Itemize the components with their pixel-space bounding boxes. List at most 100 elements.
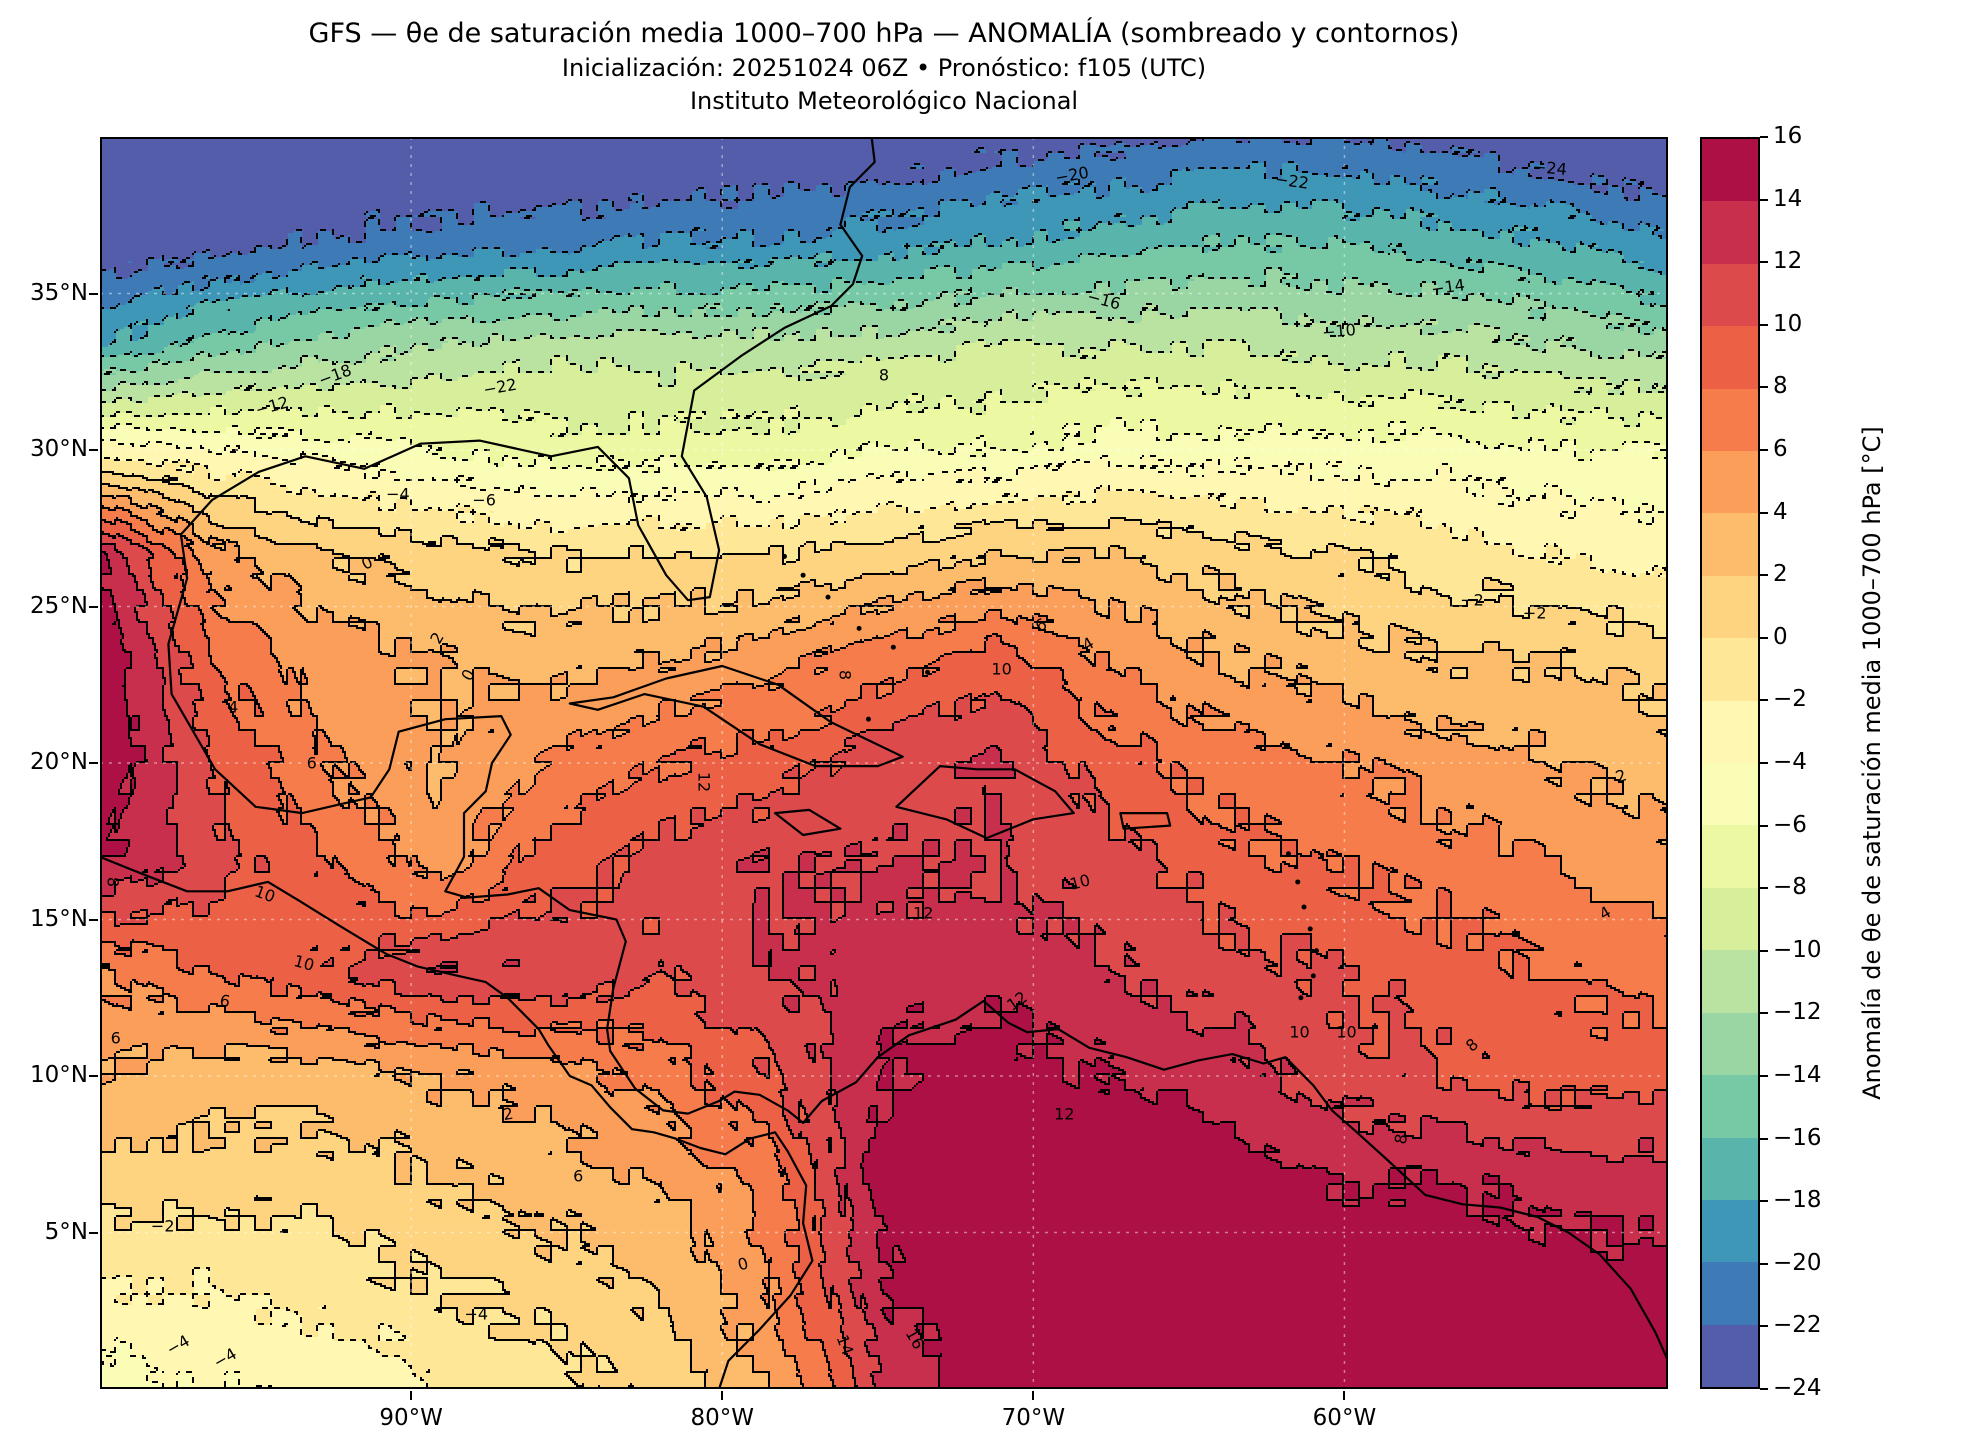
contour-label: −22 [481, 375, 519, 400]
island-dot [856, 625, 862, 631]
axis-tick-mark [1760, 449, 1768, 451]
colorbar-cell [1702, 950, 1758, 1013]
contour-label: 12 [694, 771, 714, 792]
contour-label: 8 [835, 670, 855, 681]
contour-label: 8 [1461, 1034, 1483, 1056]
contour-label: 4 [1596, 902, 1615, 925]
colorbar-cell [1702, 763, 1758, 826]
x-axis-tick-label: 70°W [1001, 1405, 1066, 1431]
island-dot [1285, 851, 1291, 857]
figure-source: Instituto Meteorológico Nacional [689, 87, 1079, 115]
island-dot [865, 716, 871, 722]
axis-tick-mark [1760, 699, 1768, 702]
colorbar-cell [1702, 326, 1758, 389]
contour-label: −14 [1430, 275, 1467, 299]
contour-label: −24 [1532, 157, 1569, 180]
axis-tick-mark [1760, 824, 1768, 827]
x-axis-tick-label: 60°W [1312, 1405, 1377, 1431]
map-overlay-svg [100, 137, 1668, 1389]
colorbar-cell [1702, 201, 1758, 264]
figure-title: GFS — θe de saturación media 1000–700 hP… [308, 18, 1460, 49]
contour-label: 14 [832, 1332, 858, 1358]
axis-tick-mark [1760, 1012, 1768, 1015]
coastline-hispaniola [895, 764, 1075, 840]
colorbar-cell [1702, 451, 1758, 514]
island-dot [1301, 904, 1307, 910]
island-dot [1295, 879, 1301, 885]
colorbar-tick-label: 10 [1773, 310, 1803, 337]
contour-label: 0 [457, 666, 480, 685]
colorbar-tick-label: −2 [1773, 686, 1807, 713]
axis-tick-mark [89, 605, 98, 608]
colorbar-cells [1702, 139, 1758, 1388]
coastline-jamaica [773, 808, 842, 837]
colorbar-cell [1702, 638, 1758, 701]
colorbar-cell [1702, 575, 1758, 639]
contour-label: 6 [218, 990, 233, 1012]
contour-label: −4 [464, 1304, 489, 1324]
island-dot [925, 669, 931, 675]
contour-label: 4 [1078, 633, 1097, 655]
colorbar-cell [1702, 139, 1758, 202]
contour-label: 2 [426, 628, 448, 647]
colorbar-tick-label: −10 [1773, 936, 1822, 963]
figure-subtitle-init-forecast: Inicialización: 20251024 06Z • Pronóstic… [561, 54, 1207, 82]
axis-tick-mark [1760, 949, 1768, 952]
contour-label: 10 [1336, 1022, 1357, 1042]
contour-label: 8 [103, 876, 123, 888]
contour-label: 6 [573, 1166, 584, 1186]
colorbar-cell [1702, 1012, 1758, 1076]
contour-label: −2 [1522, 603, 1547, 623]
y-axis-tick-label: 30°N [30, 436, 88, 462]
island-dot [1298, 995, 1304, 1001]
axis-tick-mark [1760, 1325, 1768, 1328]
x-axis-tick-label: 80°W [690, 1405, 754, 1431]
coastline-mexico_central_america [167, 577, 805, 1125]
island-dot [825, 594, 831, 600]
colorbar-tick-label: −14 [1773, 1062, 1822, 1088]
contour-label: 12 [913, 903, 934, 923]
axis-tick-mark [1760, 574, 1768, 577]
colorbar-tick-label: 2 [1773, 561, 1788, 588]
contour-label: −12 [253, 392, 292, 420]
y-axis-tick-label: 20°N [30, 749, 88, 775]
axis-tick-mark [1760, 1137, 1768, 1140]
y-axis-tick-label: 35°N [30, 279, 88, 306]
contour-label: −2 [150, 1216, 175, 1236]
contour-label: 8 [878, 365, 890, 385]
colorbar-tick-label: 6 [1773, 436, 1788, 462]
axis-tick-mark [1032, 1391, 1035, 1400]
colorbar-tick-label: −16 [1773, 1124, 1822, 1151]
colorbar-tick-label: −20 [1773, 1249, 1822, 1276]
contour-label: 10 [1067, 870, 1093, 894]
axis-tick-mark [721, 1391, 724, 1400]
contour-label: 6 [110, 1028, 121, 1048]
island-dot [1307, 926, 1313, 932]
island-dot [800, 572, 806, 578]
y-axis-tick-label: 5°N [44, 1218, 88, 1245]
coastline-south_america_north [801, 999, 1668, 1362]
colorbar-cell [1702, 1137, 1758, 1200]
axis-tick-mark [1760, 511, 1768, 514]
colorbar-tick-label: −24 [1773, 1375, 1822, 1401]
contour-label: 4 [228, 697, 239, 717]
contour-label: −16 [1084, 286, 1123, 314]
contour-label: −4 [386, 484, 410, 504]
colorbar-tick-label: 8 [1773, 373, 1788, 400]
coastline-puerto_rico [1119, 811, 1172, 830]
colorbar-cell [1702, 1199, 1758, 1263]
colorbar-cell [1702, 263, 1758, 327]
contour-label: 12 [1054, 1104, 1075, 1124]
island-dot [781, 553, 787, 559]
colorbar-tick-label: −18 [1773, 1187, 1822, 1214]
axis-tick-mark [89, 292, 98, 295]
axis-tick-mark [89, 1231, 98, 1234]
axis-tick-mark [410, 1391, 413, 1400]
colorbar-tick-label: −6 [1773, 811, 1807, 838]
axis-tick-mark [89, 1075, 98, 1077]
axis-tick-mark [1760, 261, 1768, 264]
axis-tick-mark [1760, 887, 1768, 890]
contour-label: −18 [316, 360, 355, 390]
figure-titles: GFS — θe de saturación media 1000–700 hP… [100, 16, 1668, 118]
